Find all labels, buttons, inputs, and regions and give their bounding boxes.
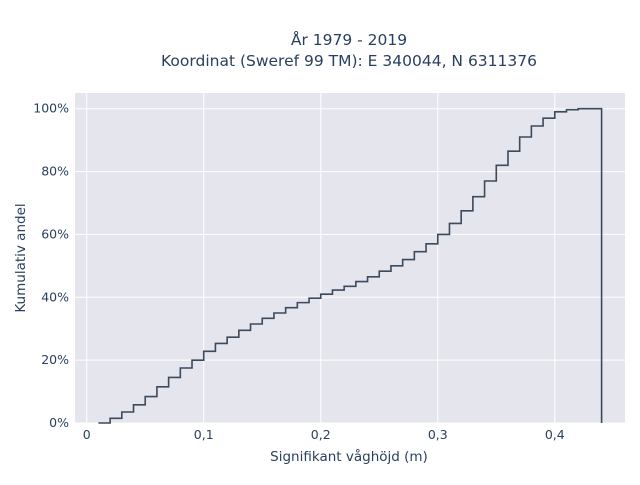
x-tick-label: 0,2 — [311, 427, 331, 442]
x-axis-ticks: 0 0,1 0,2 0,3 0,4 — [83, 427, 565, 442]
plot-area — [75, 93, 625, 423]
cumulative-step-line — [98, 107, 603, 424]
y-axis-ticks: 0% 20% 40% 60% 80% 100% — [33, 101, 69, 430]
chart-title-line-1: År 1979 - 2019 — [291, 30, 407, 49]
y-tick-label: 80% — [41, 164, 69, 179]
x-tick-label: 0 — [83, 427, 91, 442]
grid-lines — [75, 93, 625, 424]
x-tick-label: 0,1 — [194, 427, 214, 442]
y-axis-title: Kumulativ andel — [13, 203, 29, 312]
x-tick-label: 0,3 — [428, 427, 448, 442]
chart-title-line-2: Koordinat (Sweref 99 TM): E 340044, N 63… — [161, 52, 537, 70]
y-tick-label: 40% — [41, 289, 69, 304]
x-tick-label: 0,4 — [545, 427, 565, 442]
x-axis-title: Signifikant våghöjd (m) — [270, 448, 428, 465]
y-tick-label: 60% — [41, 226, 69, 241]
y-tick-label: 100% — [33, 101, 69, 116]
y-tick-label: 0% — [49, 415, 69, 430]
y-tick-label: 20% — [41, 352, 69, 367]
